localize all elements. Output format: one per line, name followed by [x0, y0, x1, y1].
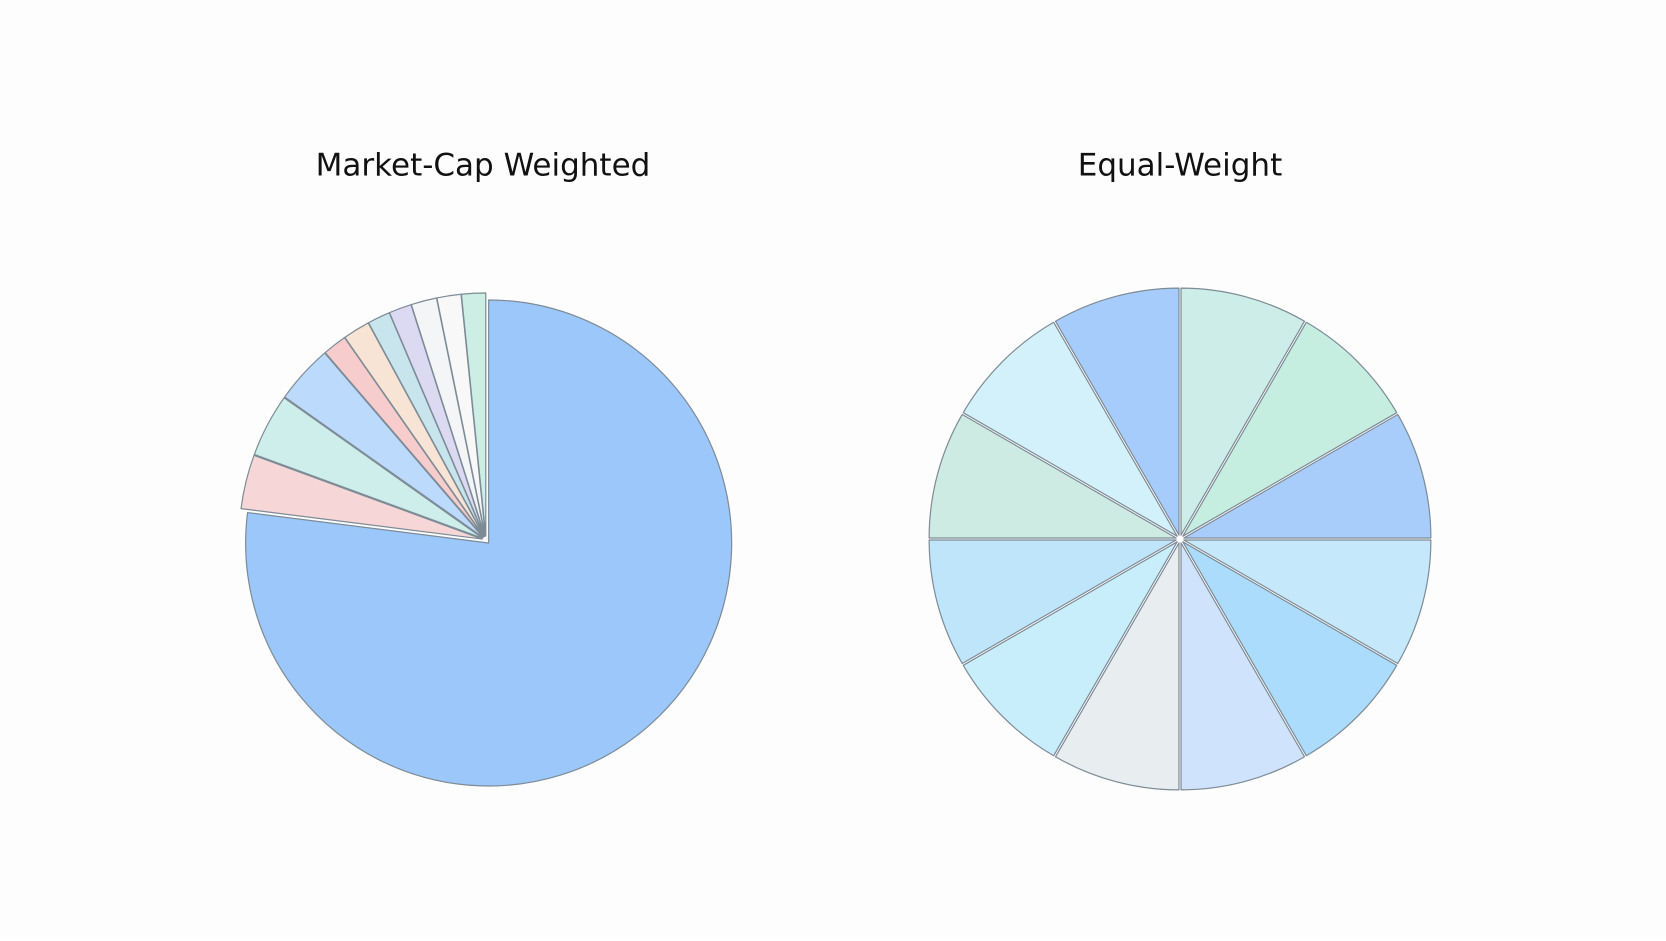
pie-slice [962, 541, 1178, 757]
pie-slice [460, 292, 487, 537]
pie-slice [1180, 287, 1306, 536]
pie-slice [1180, 542, 1306, 791]
pie-slice [1182, 541, 1398, 757]
pie-slice [1183, 413, 1432, 539]
pie-slice [1054, 287, 1180, 536]
pie-slice [1054, 542, 1180, 791]
pie-slice [253, 397, 484, 539]
pie-slice [245, 299, 733, 787]
pie-slice [928, 413, 1177, 539]
pie-slice [1182, 321, 1398, 537]
pie-slice [1183, 539, 1432, 665]
pie-slice [928, 539, 1177, 665]
pie-slice [962, 321, 1178, 537]
chart-title: Equal-Weight [1078, 148, 1282, 184]
pie-slice [284, 352, 484, 538]
chart-title: Market-Cap Weighted [316, 148, 651, 184]
pie-slice [240, 454, 483, 540]
